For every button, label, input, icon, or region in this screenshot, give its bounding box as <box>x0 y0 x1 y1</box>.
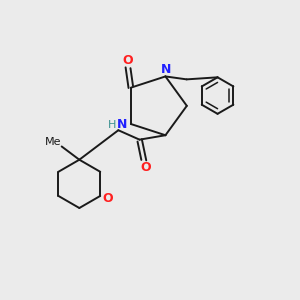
Text: N: N <box>117 118 127 131</box>
Text: O: O <box>123 54 133 67</box>
Text: O: O <box>102 192 113 206</box>
Text: Me: Me <box>45 137 61 147</box>
Text: O: O <box>140 161 151 174</box>
Text: N: N <box>161 64 171 76</box>
Text: H: H <box>108 120 116 130</box>
